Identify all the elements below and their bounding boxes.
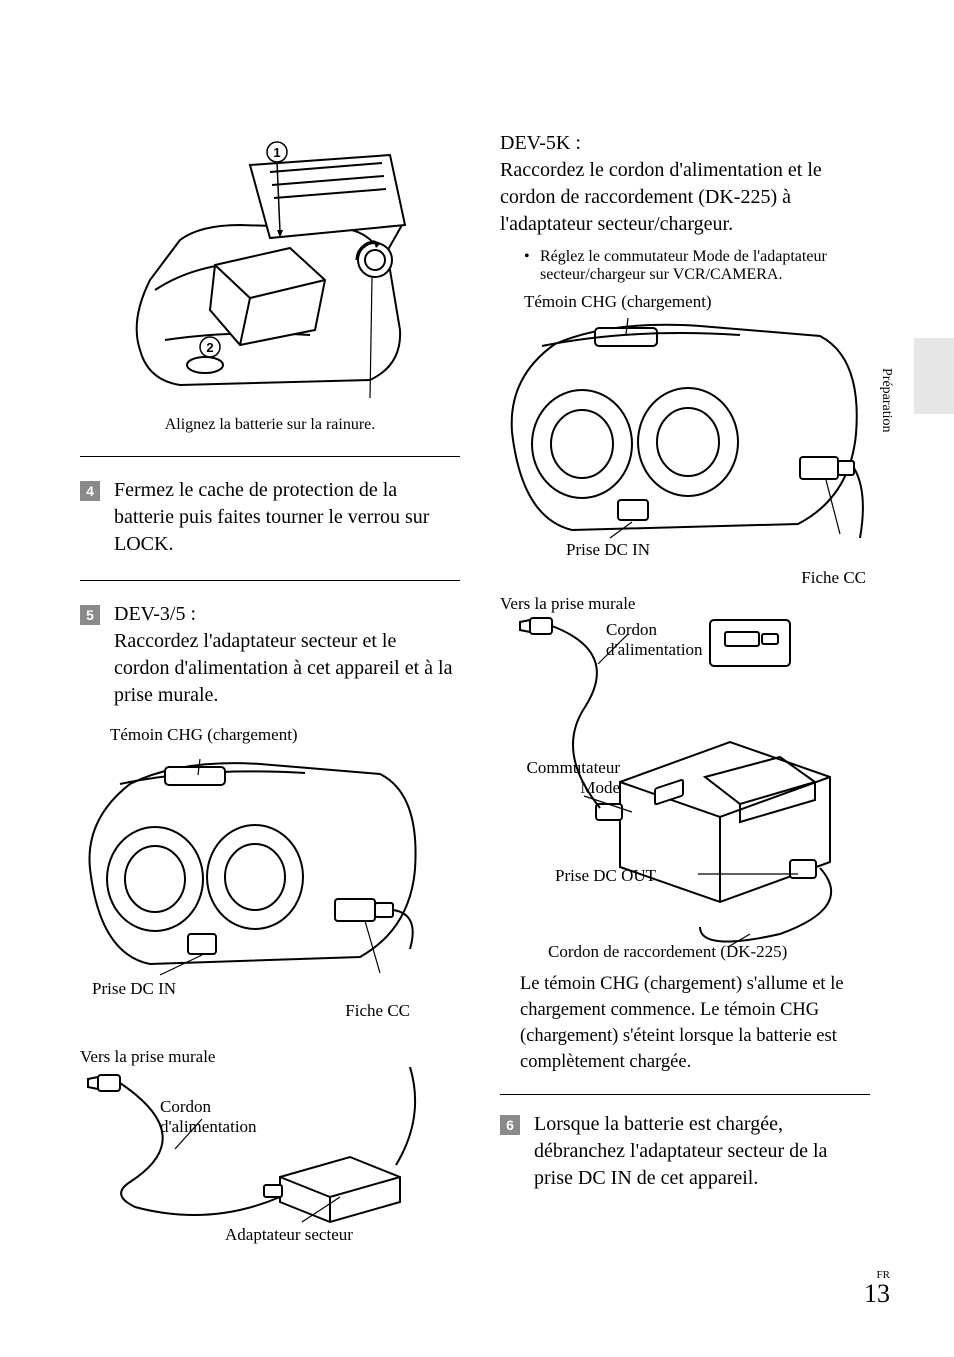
- label-mode-2: Mode: [580, 778, 620, 797]
- bullet-mode: Réglez le commutateur Mode de l'adaptate…: [500, 248, 870, 284]
- step-number-5: 5: [80, 605, 100, 625]
- label-fichecc-right: Fiche CC: [801, 568, 866, 588]
- step-4-text: Fermez le cache de protection de la batt…: [114, 477, 454, 558]
- page-footer: FR 13: [864, 1269, 890, 1307]
- step-4: 4 Fermez le cache de protection de la ba…: [80, 477, 460, 558]
- figure-battery-align: 1 2 Alignez la batterie sur la rainure.: [120, 130, 420, 434]
- dev5k-text: Raccordez le cordon d'alimentation et le…: [500, 159, 822, 235]
- svg-text:1: 1: [273, 145, 280, 160]
- label-chg-right: Témoin CHG (chargement): [524, 292, 870, 312]
- label-wall-left: Vers la prise murale: [80, 1047, 215, 1067]
- device-diagram-left: [80, 749, 430, 979]
- label-cord-right-1: Cordon: [606, 620, 657, 639]
- label-chg-left: Témoin CHG (chargement): [110, 725, 460, 745]
- figure-caption: Alignez la batterie sur la rainure.: [120, 416, 420, 434]
- device-diagram-right: [500, 312, 870, 542]
- battery-diagram: 1 2: [120, 130, 420, 405]
- step-6-text: Lorsque la batterie est chargée, débranc…: [534, 1111, 864, 1192]
- label-dk225: Cordon de raccordement (DK-225): [548, 942, 787, 962]
- step-6: 6 Lorsque la batterie est chargée, débra…: [500, 1111, 870, 1192]
- side-tab: [914, 338, 954, 414]
- label-dcout: Prise DC OUT: [555, 866, 656, 886]
- figure-adapter-left: Prise DC IN Fiche CC Vers la prise mural…: [80, 749, 430, 1229]
- dev5k-heading: DEV-5K : Raccordez le cordon d'alimentat…: [500, 130, 870, 238]
- divider: [80, 456, 460, 457]
- label-dcin-left: Prise DC IN: [92, 979, 176, 999]
- label-adapter-left: Adaptateur secteur: [225, 1225, 353, 1245]
- step-5-text: Raccordez l'adaptateur secteur et le cor…: [114, 630, 452, 706]
- svg-text:2: 2: [206, 340, 213, 355]
- chg-description: Le témoin CHG (chargement) s'allume et l…: [520, 972, 870, 1076]
- label-fichecc-left: Fiche CC: [345, 1001, 410, 1021]
- label-cord-left-1: Cordon: [160, 1097, 211, 1116]
- label-mode-1: Commutateur: [527, 758, 620, 777]
- figure-charger-right: Prise DC IN Fiche CC Vers la prise mural…: [500, 312, 870, 952]
- footer-page-number: 13: [864, 1281, 890, 1307]
- step-5-heading: DEV-3/5 :: [114, 603, 196, 625]
- adapter-diagram-left: [80, 1067, 430, 1227]
- label-cord-right-2: d'alimentation: [606, 640, 703, 659]
- step-number-4: 4: [80, 481, 100, 501]
- dev5k-heading-text: DEV-5K :: [500, 132, 581, 154]
- label-cord-left-2: d'alimentation: [160, 1117, 257, 1136]
- divider: [500, 1094, 870, 1095]
- divider: [80, 580, 460, 581]
- label-wall-right: Vers la prise murale: [500, 594, 635, 614]
- label-dcin-right: Prise DC IN: [566, 540, 650, 560]
- side-section-label: Préparation: [876, 368, 894, 433]
- step-number-6: 6: [500, 1115, 520, 1135]
- step-5: 5 DEV-3/5 : Raccordez l'adaptateur secte…: [80, 601, 460, 709]
